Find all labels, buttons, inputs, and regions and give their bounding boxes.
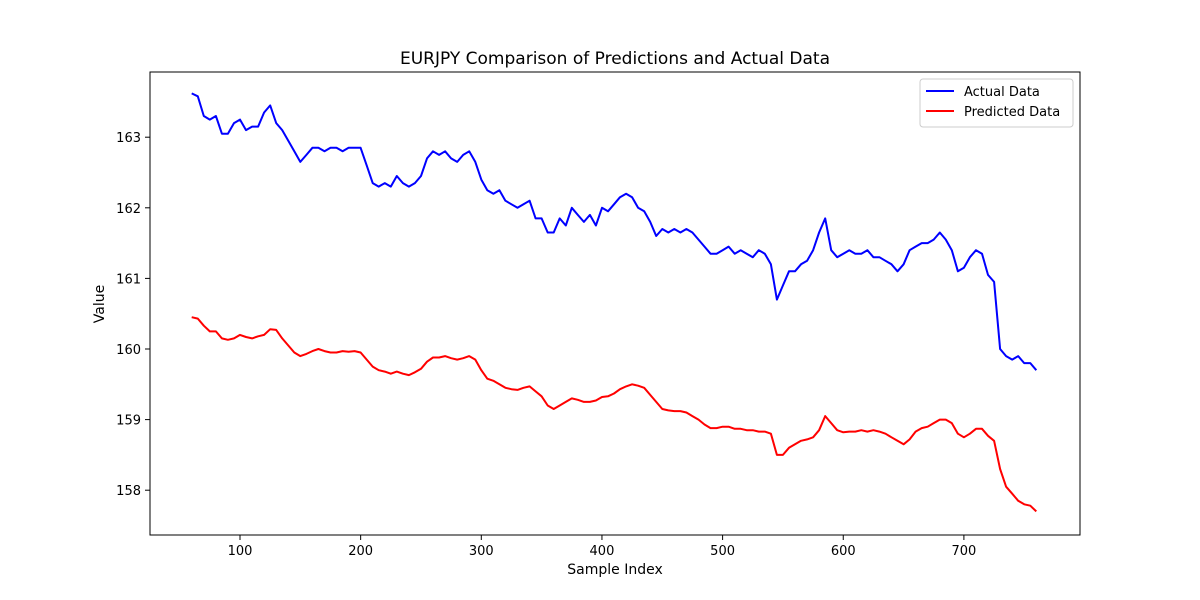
- x-tick-label: 600: [831, 544, 856, 559]
- plot-area: [149, 71, 1081, 536]
- x-tick-label: 400: [590, 544, 615, 559]
- x-axis-label: Sample Index: [567, 562, 662, 578]
- y-tick-label: 162: [116, 202, 141, 217]
- series-line-actual: [191, 92, 1038, 371]
- series-line-predicted: [191, 316, 1037, 513]
- x-tick-label: 500: [710, 544, 735, 559]
- x-tick-label: 300: [469, 544, 494, 559]
- legend-label-predicted: Predicted Data: [964, 105, 1060, 120]
- chart-title: EURJPY Comparison of Predictions and Act…: [400, 49, 830, 69]
- legend-label-actual: Actual Data: [964, 85, 1040, 100]
- series-lines: [191, 92, 1038, 513]
- legend: Actual Data Predicted Data: [919, 78, 1074, 128]
- y-tick-label: 159: [116, 414, 141, 429]
- x-axis-ticks: 100 200 300 400 500 600 700: [228, 535, 976, 559]
- y-tick-label: 160: [116, 343, 141, 358]
- x-tick-label: 100: [228, 544, 253, 559]
- x-tick-label: 700: [951, 544, 976, 559]
- y-axis-ticks: 158 159 160 161 162 163: [116, 131, 150, 499]
- y-tick-label: 158: [116, 484, 141, 499]
- legend-box: [919, 78, 1074, 128]
- y-axis-label: Value: [92, 285, 108, 323]
- y-tick-label: 163: [116, 131, 141, 146]
- x-tick-label: 200: [348, 544, 373, 559]
- y-tick-label: 161: [116, 272, 141, 287]
